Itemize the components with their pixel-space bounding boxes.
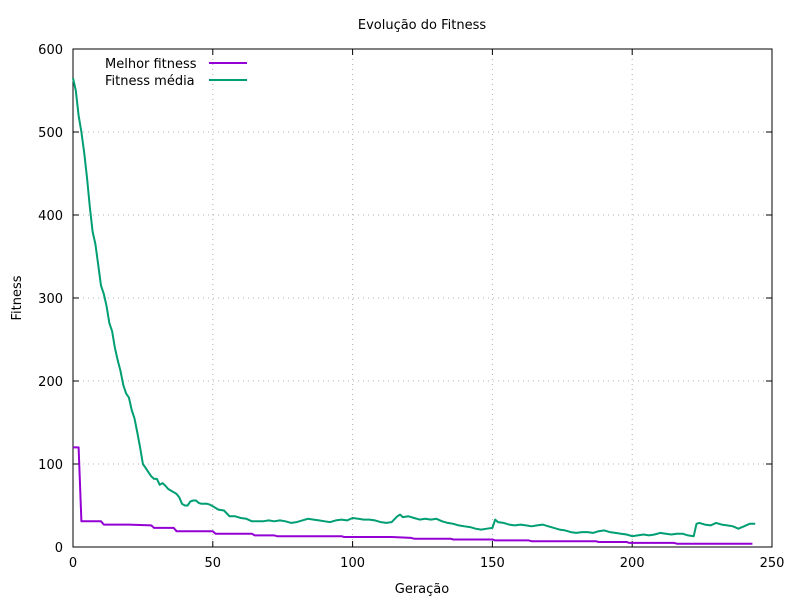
y-tick-label: 0 bbox=[55, 541, 63, 556]
y-tick-label: 500 bbox=[38, 126, 63, 141]
axis-ticks bbox=[72, 48, 773, 548]
x-axis-label: Geração bbox=[395, 582, 449, 597]
y-tick-label: 400 bbox=[38, 209, 63, 224]
tick-labels: 0 100 200 300 400 500 600 0 50 100 150 200 250 bbox=[38, 43, 784, 571]
y-tick-label: 100 bbox=[38, 458, 63, 473]
x-tick-label: 100 bbox=[340, 556, 365, 571]
y-axis-label: Fitness bbox=[10, 275, 25, 320]
chart-title: Evolução do Fitness bbox=[358, 18, 487, 33]
x-tick-label: 50 bbox=[205, 556, 222, 571]
y-tick-label: 300 bbox=[38, 292, 63, 307]
y-tick-label: 600 bbox=[38, 43, 63, 58]
legend: Melhor fitness Fitness média bbox=[105, 57, 247, 89]
x-tick-label: 250 bbox=[760, 556, 785, 571]
x-tick-label: 150 bbox=[480, 556, 505, 571]
series-lines bbox=[72, 77, 756, 545]
grid-lines bbox=[73, 49, 772, 547]
legend-label-melhor-fitness: Melhor fitness bbox=[105, 57, 197, 72]
legend-label-fitness-media: Fitness média bbox=[105, 74, 195, 89]
x-tick-label: 0 bbox=[69, 556, 77, 571]
x-tick-label: 200 bbox=[620, 556, 645, 571]
series-line-melhor-fitness bbox=[73, 446, 753, 545]
series-line-fitness-media bbox=[72, 77, 756, 538]
plot-frame bbox=[72, 48, 773, 548]
y-tick-label: 200 bbox=[38, 375, 63, 390]
